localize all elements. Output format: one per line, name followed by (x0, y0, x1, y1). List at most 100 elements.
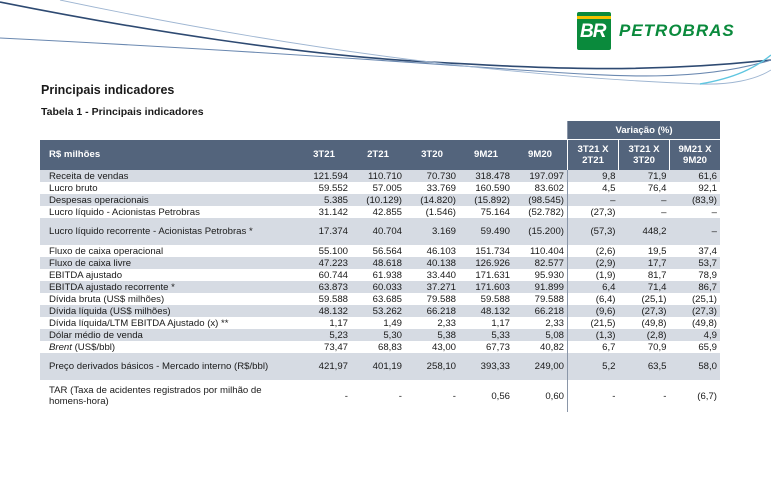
variation-cell: (49,8) (641, 317, 667, 329)
value-cell: - (344, 390, 348, 402)
value-cell: 5,30 (351, 329, 405, 341)
value-cell: 40,82 (539, 341, 564, 353)
value-cell: 82.577 (513, 257, 568, 269)
variation-column-header: 3T21 X 2T21 (567, 139, 619, 170)
variation-cell: 92,1 (698, 182, 717, 194)
row-label: Dívida líquida (US$ milhões) (40, 305, 297, 317)
row-label: Brent (US$/bbl) (49, 341, 116, 353)
table-row: EBITDA ajustado 60.744 61.938 33.440 171.631… (40, 269, 720, 281)
value-cell: 83.602 (534, 182, 564, 194)
value-cell: 40.704 (351, 218, 405, 245)
value-cell: 48.618 (351, 257, 405, 269)
value-cell: 63.685 (372, 293, 402, 305)
value-cell: 66.218 (405, 305, 459, 317)
row-label: Lucro líquido - Acionistas Petrobras (49, 206, 200, 218)
value-cell: 63.873 (297, 281, 351, 293)
variation-cell: 5,2 (567, 353, 619, 380)
value-cell: 60.744 (318, 269, 348, 281)
value-cell: 5,08 (513, 329, 568, 341)
value-cell: 59.588 (318, 293, 348, 305)
value-cell: 5,23 (297, 329, 351, 341)
variation-column-header: 9M21 X 9M20 (669, 139, 720, 170)
value-cell: 79.588 (534, 293, 564, 305)
value-cell: (14.820) (405, 194, 459, 206)
row-label: EBITDA ajustado recorrente * (40, 281, 297, 293)
variation-cell: (83,9) (669, 194, 720, 206)
row-label: Dívida líquida/LTM EBITDA Ajustado (x) *… (49, 317, 229, 329)
value-cell: 59.552 (318, 182, 348, 194)
row-label: Fluxo de caixa livre (40, 257, 297, 269)
row-label: Lucro líquido recorrente - Acionistas Pe… (40, 218, 297, 245)
variation-cell: (27,3) (567, 206, 619, 218)
value-cell: 393,33 (459, 353, 513, 380)
value-cell: (52.782) (528, 206, 564, 218)
value-cell: 17.374 (297, 218, 351, 245)
value-cell: 151.734 (475, 245, 510, 257)
table-row: Dívida líquida/LTM EBITDA Ajustado (x) *… (40, 317, 720, 329)
variation-column-header: 3T21 X 3T20 (618, 139, 670, 170)
variation-cell: (1,3) (567, 329, 619, 341)
value-cell: 121.594 (297, 170, 351, 182)
value-cell: 110.404 (530, 245, 564, 257)
value-cell: 197.097 (513, 170, 568, 182)
variation-cell: (2,9) (567, 257, 619, 269)
table-header-row-2: R$ milhões 3T21 2T21 3T20 9M21 9M20 3T21… (40, 139, 720, 170)
value-cell: 68,83 (377, 341, 402, 353)
variation-cell: 37,4 (698, 245, 717, 257)
variation-cell: 81,7 (647, 269, 667, 281)
value-cell: 1,17 (491, 317, 510, 329)
value-cell: 3.169 (405, 218, 459, 245)
row-label: TAR (Taxa de acidentes registrados por m… (49, 385, 262, 407)
row-label: Fluxo de caixa operacional (49, 245, 164, 257)
variation-cell: 70,9 (647, 341, 667, 353)
variation-cell: 6,7 (567, 341, 619, 353)
column-header: 2T21 (351, 139, 405, 170)
variation-cell: (1,9) (567, 269, 619, 281)
column-header: 3T20 (405, 139, 459, 170)
row-label: Lucro bruto (49, 182, 98, 194)
value-cell: 0,56 (491, 390, 510, 402)
logo-mark: BR (580, 21, 606, 42)
row-label: Preço derivados básicos - Mercado intern… (40, 353, 297, 380)
variation-cell: (6,7) (697, 390, 717, 402)
value-cell: 57.005 (372, 182, 402, 194)
value-cell: 42.855 (372, 206, 402, 218)
table-row: TAR (Taxa de acidentes registrados por m… (40, 380, 720, 412)
table-row: Fluxo de caixa livre 47.223 48.618 40.138 12… (40, 257, 720, 269)
row-label: Dólar médio de venda (40, 329, 297, 341)
section-title: Principais indicadores (41, 83, 175, 97)
column-header: 9M20 (513, 139, 568, 170)
table-row: Dívida líquida (US$ milhões) 48.132 53.262… (40, 305, 720, 317)
variation-cell: 53,7 (669, 257, 720, 269)
value-cell: 37.271 (405, 281, 459, 293)
header-wave-decoration (0, 0, 771, 85)
variation-cell: (2,8) (618, 329, 670, 341)
value-cell: 5,38 (405, 329, 459, 341)
logo-wordmark: PETROBRAS (619, 21, 735, 40)
value-cell: 2,33 (437, 317, 456, 329)
table-row: Despesas operacionais 5.385 (10.129) (14.82… (40, 194, 720, 206)
variation-cell: (49,8) (691, 317, 717, 329)
value-cell: 1,17 (329, 317, 348, 329)
row-header-label: R$ milhões (40, 139, 297, 170)
variation-cell: 17,7 (618, 257, 670, 269)
variation-cell: (2,6) (567, 245, 619, 257)
table-row: Preço derivados básicos - Mercado intern… (40, 353, 720, 380)
value-cell: 66.218 (513, 305, 568, 317)
variation-cell: (21,5) (567, 317, 619, 329)
value-cell: 59.588 (480, 293, 510, 305)
indicators-table: Variação (%) R$ milhões 3T21 2T21 3T20 9… (40, 121, 720, 412)
variation-cell: - (663, 390, 667, 402)
value-cell: 55.100 (318, 245, 348, 257)
variation-cell: 86,7 (669, 281, 720, 293)
value-cell: (15.200) (513, 218, 568, 245)
table-row: Dólar médio de venda 5,23 5,30 5,38 5,33 5,08… (40, 329, 720, 341)
value-cell: 40.138 (405, 257, 459, 269)
variation-cell: – (618, 194, 670, 206)
variation-cell: 76,4 (647, 182, 667, 194)
value-cell: 47.223 (297, 257, 351, 269)
value-cell: 249,00 (513, 353, 568, 380)
value-cell: 79.588 (426, 293, 456, 305)
variation-cell: (6,4) (567, 293, 619, 305)
value-cell: 70.730 (405, 170, 459, 182)
